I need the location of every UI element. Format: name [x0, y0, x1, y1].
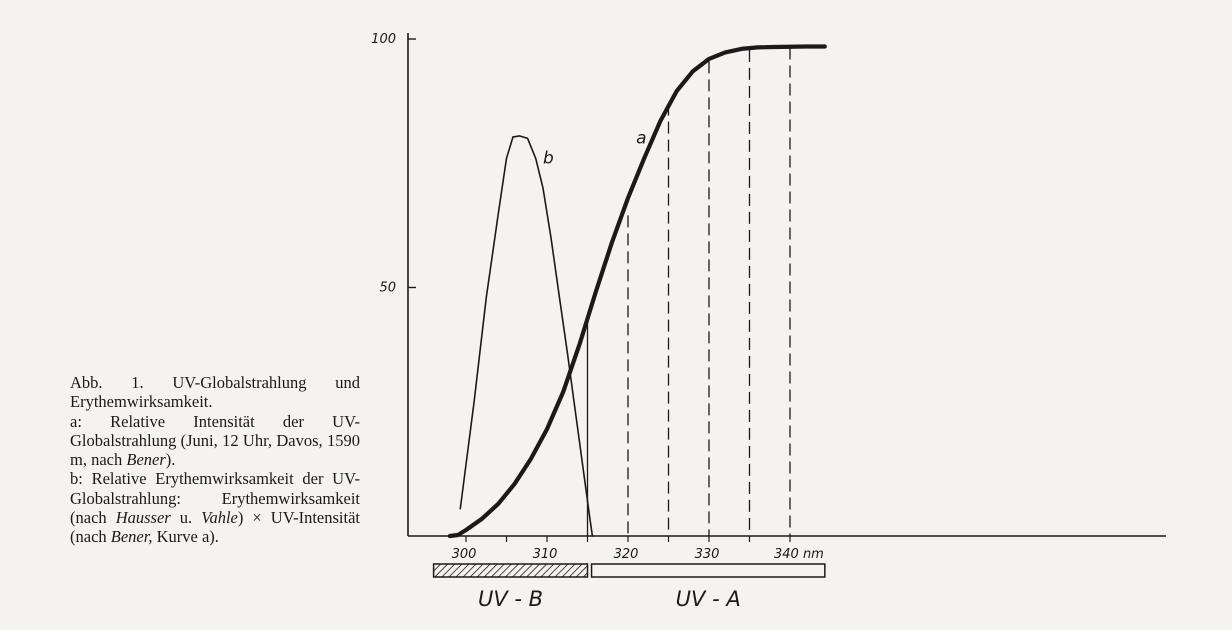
- uva-band: [590, 563, 826, 578]
- x-tick-label: 300: [452, 547, 477, 562]
- curve-label-b: b: [543, 148, 554, 168]
- y-tick-label: 100: [371, 32, 396, 47]
- x-tick-label: 310: [533, 547, 558, 562]
- caption-author-vahle: Vahle: [201, 508, 238, 528]
- uvb-band: [432, 563, 589, 578]
- uva-label: UV - A: [676, 587, 741, 611]
- x-tick-label: 320: [614, 547, 639, 562]
- x-tick-label: 330: [695, 547, 720, 562]
- figure-caption: Abb. 1. UV-Globalstrahlung und Erythemwi…: [70, 373, 360, 547]
- caption-author-bener-2: Bener,: [110, 527, 153, 547]
- caption-author-bener: Bener: [126, 450, 166, 470]
- curve-b: [459, 135, 594, 537]
- x-tick-label: 340 nm: [774, 547, 824, 562]
- curve-label-a: a: [636, 128, 646, 148]
- caption-b: b: Relative Erythemwirksamkeit der UV-Gl…: [70, 469, 360, 547]
- caption-author-hausser: Hausser: [115, 508, 171, 528]
- caption-title: Abb. 1. UV-Globalstrahlung und Erythemwi…: [70, 373, 360, 412]
- curve-a: [447, 44, 827, 539]
- caption-a: a: Relative Intensität der UV-Globalstra…: [70, 411, 360, 470]
- y-tick-label: 50: [379, 281, 396, 296]
- uvb-label: UV - B: [478, 587, 543, 611]
